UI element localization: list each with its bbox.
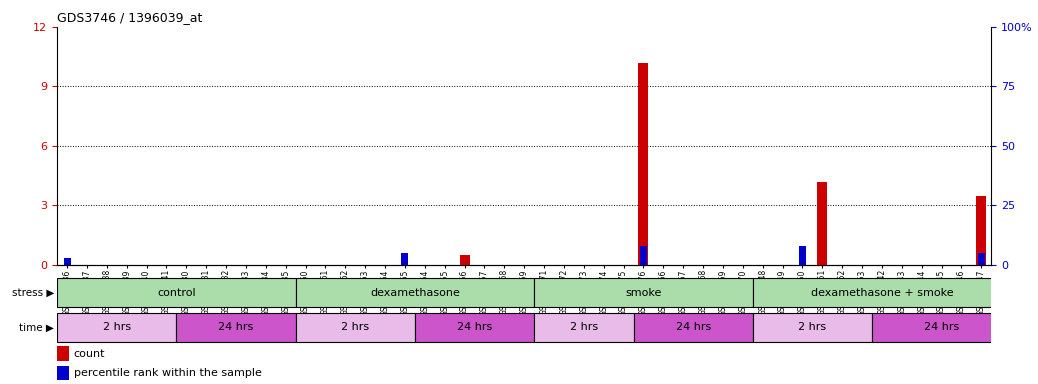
Bar (63, 258, 71, 265)
Bar (640, 246, 647, 265)
Bar (753, 313, 872, 342)
Bar (638, 63, 649, 265)
Bar (415, 313, 535, 342)
Bar (296, 313, 415, 342)
Bar (402, 253, 408, 265)
Bar (799, 246, 805, 265)
Bar (57, 313, 176, 342)
Bar (977, 195, 986, 265)
Text: 2 hrs: 2 hrs (798, 322, 826, 333)
Bar (460, 255, 469, 265)
Text: 2 hrs: 2 hrs (103, 322, 131, 333)
Text: 24 hrs: 24 hrs (218, 322, 253, 333)
Text: stress ▶: stress ▶ (11, 288, 54, 298)
Text: 24 hrs: 24 hrs (676, 322, 711, 333)
Text: 24 hrs: 24 hrs (457, 322, 492, 333)
Text: dexamethasone + smoke: dexamethasone + smoke (811, 288, 953, 298)
Bar (753, 278, 1011, 308)
Bar (176, 313, 296, 342)
Text: smoke: smoke (625, 288, 661, 298)
Text: GDS3746 / 1396039_at: GDS3746 / 1396039_at (57, 11, 202, 24)
Text: percentile rank within the sample: percentile rank within the sample (74, 368, 262, 378)
Bar (57, 278, 296, 308)
Bar (633, 313, 753, 342)
Bar (978, 253, 985, 265)
Bar (535, 278, 753, 308)
Bar (872, 313, 1011, 342)
Bar (535, 313, 633, 342)
Text: control: control (157, 288, 195, 298)
Text: dexamethasone: dexamethasone (370, 288, 460, 298)
Text: time ▶: time ▶ (19, 322, 54, 333)
Text: count: count (74, 349, 105, 359)
Bar (817, 182, 827, 265)
Text: 2 hrs: 2 hrs (342, 322, 370, 333)
Text: 2 hrs: 2 hrs (570, 322, 598, 333)
Bar (296, 278, 535, 308)
Text: 24 hrs: 24 hrs (924, 322, 959, 333)
